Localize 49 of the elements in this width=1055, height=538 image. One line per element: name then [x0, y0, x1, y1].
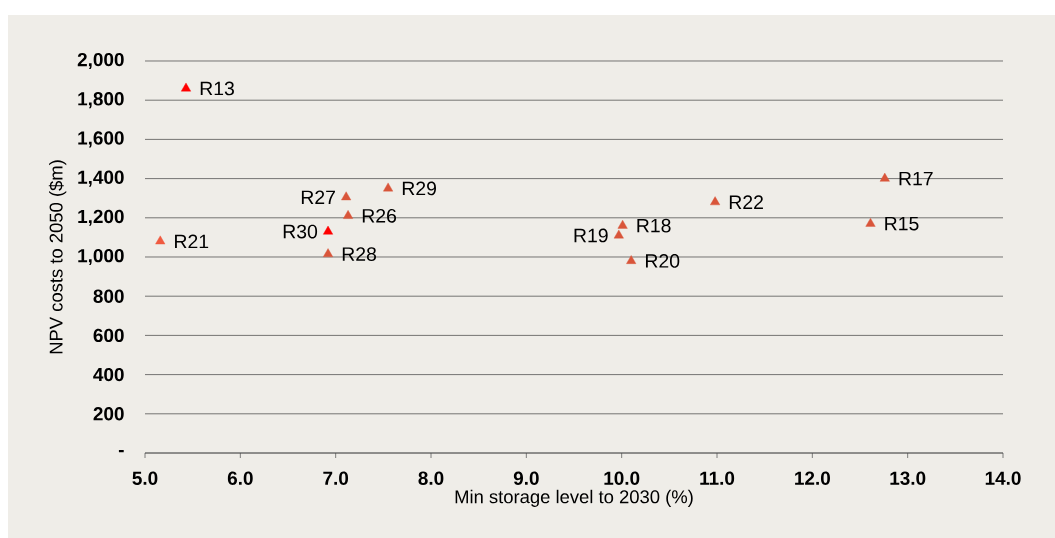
x-tick-label: 6.0: [227, 471, 253, 485]
annotation: R20: [645, 254, 680, 268]
point: [626, 255, 637, 264]
annotation: R28: [342, 247, 377, 261]
y-axis-title: NPV costs to 2050 ($m): [48, 160, 67, 354]
point: [617, 219, 628, 229]
x-tick-label: 11.0: [700, 471, 735, 485]
x-tick-label: 9.0: [513, 471, 539, 485]
annotation: R27: [301, 190, 335, 204]
annotation: R21: [175, 234, 209, 249]
annotation: R17: [899, 171, 933, 186]
x-tick-label: 5.0: [132, 471, 158, 485]
annotation: R13: [200, 81, 234, 96]
x-axis-title: Min storage level to 2030 (%): [455, 489, 693, 507]
y-tick-label: 400: [93, 367, 124, 382]
annotation: R19: [574, 228, 608, 243]
point: [879, 172, 890, 182]
point: [383, 182, 394, 192]
y-tick-label: -: [118, 449, 124, 453]
y-tick-label: 1,400: [78, 170, 124, 187]
x-tick-label: 10.0: [604, 471, 640, 485]
y-tick-label: 600: [93, 328, 124, 343]
x-tick-label: 14.0: [985, 471, 1021, 485]
point: [865, 217, 876, 227]
x-tick-label: 7.0: [323, 471, 349, 485]
y-tick-label: 1,800: [78, 92, 124, 109]
y-tick-label: 2,000: [77, 52, 124, 70]
x-tick-label: 8.0: [418, 471, 444, 485]
point: [323, 225, 333, 235]
x-tick-label: 12.0: [795, 471, 830, 485]
annotation: R29: [402, 181, 436, 196]
y-tick-label: 800: [93, 289, 124, 303]
y-tick-label: 200: [93, 407, 124, 421]
annotation: R15: [885, 216, 919, 231]
point: [710, 196, 721, 206]
point: [341, 191, 352, 201]
y-tick-label: 1,000: [78, 248, 124, 266]
y-tick-label: 1,200: [78, 209, 124, 226]
point: [613, 229, 624, 239]
point: [155, 235, 166, 245]
annotation: R22: [729, 195, 763, 209]
point: [323, 248, 333, 258]
y-tick-label: 1,600: [78, 131, 124, 148]
point: [343, 210, 354, 219]
x-tick-label: 13.0: [890, 471, 926, 485]
annotation: R30: [283, 224, 318, 239]
annotation: R18: [637, 218, 671, 233]
annotation: R26: [362, 208, 397, 223]
point: [181, 82, 191, 92]
